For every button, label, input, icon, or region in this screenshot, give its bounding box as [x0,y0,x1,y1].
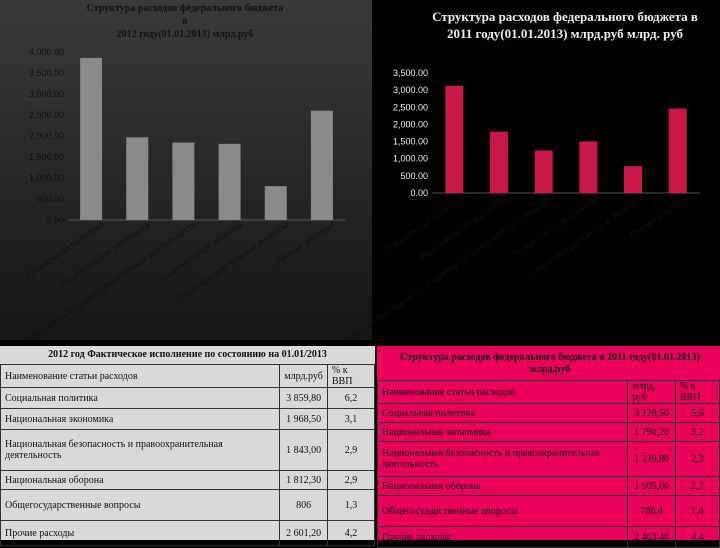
c2011-ytick: 3,500.00 [393,68,428,78]
t2011-cell: 1,4 [674,495,720,527]
t2011-cell: 2 463,40 [627,526,676,548]
c2011-bar [490,131,508,193]
c2012-category-label: Национальная оборона [157,219,244,284]
t2011-cell: 786,4 [627,495,676,527]
c2012-category-label: Социальная политика [24,219,105,280]
c2011-bar [668,108,687,193]
t2012-header-cell: Наименование статьи расходов [0,364,281,388]
t2012-header-cell: млрд.руб [279,364,328,388]
c2012-category-label: Национальная экономика [57,219,151,289]
t2011-row: Прочие расходы 2 463,40 4,4 [376,526,720,548]
t2011-cell: Социальная политика [376,403,629,423]
c2011-ytick: 0.00 [410,188,428,198]
t2011-row: Общегосударственные вопросы 786,4 1,4 [376,495,720,527]
t2012-cell: Прочие расходы [0,520,281,546]
c2012-ytick: 2,000.00 [29,131,64,141]
c2011-bar [445,85,464,193]
t2012-cell: 1 968,50 [279,408,328,430]
table-2011: Наименование статьи расходов млрд. руб% к… [376,380,720,548]
c2012-ytick: 3,000.00 [29,89,64,99]
t2011-cell: 2,7 [674,476,720,496]
c2012-bar [172,142,195,220]
c2011-ytick: 1,000.00 [393,154,428,164]
c2012-bar [310,110,333,220]
c2011-bar [534,150,553,193]
c2011-ytick: 2,500.00 [393,102,428,112]
t2012-cell: 1,3 [326,489,376,521]
t2011-header-row: Наименование статьи расходов млрд. руб% к… [376,380,720,404]
t2011-row: Национальная оборона 1 505,00 2,7 [376,476,720,496]
t2011-row: Национальная безопасность и правоохранит… [376,441,720,477]
t2012-row: Общегосударственные вопросы 806 1,3 [0,489,376,521]
t2011-cell: 1 505,00 [627,476,676,496]
c2011-ytick: 1,500.00 [393,137,428,147]
t2012-cell: Социальная политика [0,387,281,409]
t2012-cell: 806 [279,489,328,521]
c2012-bar [126,137,149,220]
c2011-category-label: Национальная оборона [514,192,601,257]
t2011-cell: Общегосударственные вопросы [376,495,629,527]
t2012-cell: 3 859,80 [279,387,328,409]
t2011-header-cell: % к ВВП [674,380,720,404]
t2012-cell: 3,1 [326,408,376,430]
t2012-cell: 6,2 [326,387,376,409]
t2012-cell: Национальная экономика [0,408,281,430]
t2012-row: Национальная экономика 1 968,50 3,1 [0,408,376,430]
t2011-cell: 1 239,80 [627,441,676,477]
t2012-row: Прочие расходы 2 601,20 4,2 [0,520,376,546]
chart-2012-title: Структура расходов федерального бюджета … [86,3,284,40]
t2012-row: Национальная оборона 1 812,30 2,9 [0,470,376,490]
table-2012-title: 2012 год Фактическое исполнение по состо… [48,349,327,360]
c2012-ytick: 0.00 [46,215,64,225]
table-2011-title: Структура расходов федерального бюджета … [400,352,700,375]
t2012-header-cell: % к ВВП [326,364,376,388]
t2012-cell: 1 812,30 [279,470,328,490]
t2012-cell: Национальная безопасность и правоохранит… [0,429,281,471]
c2012-ytick: 1,500.00 [29,152,64,162]
c2012-bar [264,186,287,220]
t2012-cell: 2,9 [326,429,376,471]
t2011-cell: 3 128,50 [627,403,676,423]
c2012-ytick: 4,000.00 [29,47,64,57]
t2012-row: Социальная политика 3 859,80 6,2 [0,387,376,409]
t2011-cell: Прочие расходы [376,526,629,548]
c2012-ytick: 2,500.00 [29,110,64,120]
t2011-cell: Национальная безопасность и правоохранит… [376,441,629,477]
t2011-cell: 4,4 [674,526,720,548]
c2011-bar [624,166,642,193]
c2012-ytick: 500.00 [36,194,64,204]
t2012-row: Национальная безопасность и правоохранит… [0,429,376,471]
t2011-cell: Национальная оборона [376,476,629,496]
t2012-cell: 2,9 [326,470,376,490]
charts-svg: 0.00 500.00 1,000.00 1,500.00 2,000.00 2,500.… [0,47,700,340]
t2012-cell: 4,2 [326,520,376,546]
t2012-cell: 1 843,00 [279,429,328,471]
c2011-bar [579,141,598,193]
t2011-row: Национальная экономика 1 790,20 3,2 [376,422,720,442]
t2012-header-row: Наименование статьи расходов млрд.руб% к … [0,364,376,388]
c2011-ytick: 3,000.00 [393,85,428,95]
t2011-header-cell: Наименование статьи расходов [376,380,629,404]
table-2012: Наименование статьи расходов млрд.руб% к … [0,364,376,546]
t2012-cell: Национальная оборона [0,470,281,490]
c2012-bar [218,143,241,220]
t2011-header-cell: млрд. руб [627,380,676,404]
c2011-ytick: 2,000.00 [393,119,428,129]
t2011-row: Социальная политика 3 128,50 5,6 [376,403,720,423]
c2011-category-label: Социальная политика [385,192,466,253]
t2011-cell: 5,6 [674,403,720,423]
chart-2011-title: Структура расходов федерального бюджета … [432,9,698,41]
t2012-cell: 2 601,20 [279,520,328,546]
t2011-cell: Национальная экономика [376,422,629,442]
t2011-cell: 1 790,20 [627,422,676,442]
t2012-cell: Общегосударственные вопросы [0,489,281,521]
t2011-cell: 3,2 [674,422,720,442]
c2011-ytick: 500.00 [400,171,428,181]
c2012-ytick: 1,000.00 [29,173,64,183]
c2012-bar [80,57,103,221]
t2011-cell: 2,3 [674,441,720,477]
c2012-ytick: 3,500.00 [29,68,64,78]
